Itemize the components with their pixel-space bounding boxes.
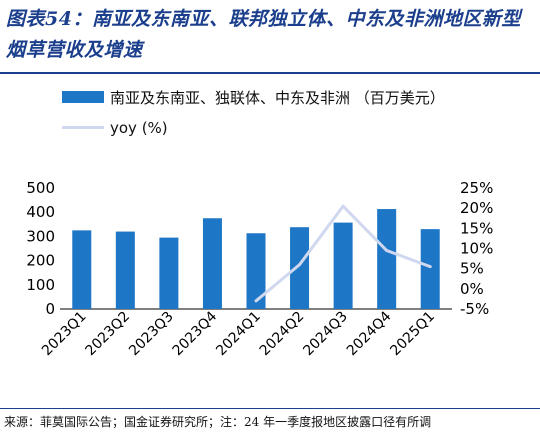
yoy-point-2024Q1: [254, 299, 258, 303]
bar-2023Q3: [159, 237, 179, 309]
x-tick-label: 2024Q1: [213, 309, 264, 360]
y-right-tick-label: 0%: [460, 280, 484, 298]
bar-2023Q1: [72, 230, 92, 309]
y-left-tick-label: 0: [45, 300, 55, 318]
legend-label-yoy: yoy (%): [110, 119, 168, 137]
legend-item-yoy: yoy (%): [62, 116, 482, 140]
x-tick-label: 2023Q2: [83, 309, 134, 360]
legend-label-revenue: 南亚及东南亚、独联体、中东及非洲 （百万美元）: [110, 89, 445, 107]
legend-swatch-line: [62, 126, 104, 129]
legend-item-revenue: 南亚及东南亚、独联体、中东及非洲 （百万美元）: [62, 86, 482, 110]
y-right-tick-label: 5%: [460, 260, 484, 278]
y-left-tick-label: 100: [26, 276, 55, 294]
y-right-tick-label: 15%: [460, 219, 493, 237]
bar-2025Q1: [420, 229, 440, 309]
y-left-tick-label: 300: [26, 227, 55, 245]
y-left-tick-label: 200: [26, 252, 55, 270]
source-note: 来源：菲莫国际公告；国金证券研究所；注：24 年一季度报地区披露口径有所调: [4, 415, 432, 429]
yoy-point-2024Q2: [298, 263, 302, 267]
chart-title: 图表54：南亚及东南亚、联邦独立体、中东及非洲地区新型烟草营收及增速: [6, 8, 521, 61]
chart-plot: 0 100 200 300 400 500 -5% 0% 5% 10% 15% 20% 25% 2023Q…: [26, 179, 493, 360]
y-right-tick-label: 10%: [460, 240, 493, 258]
bar-2024Q3: [333, 222, 353, 309]
x-tick-label: 2024Q4: [344, 308, 395, 359]
bar-2024Q4: [377, 209, 397, 309]
x-tick-label: 2024Q2: [257, 309, 308, 360]
yoy-point-2024Q4: [385, 249, 389, 253]
source-divider: [0, 408, 540, 409]
chart-legend: 南亚及东南亚、独联体、中东及非洲 （百万美元） yoy (%): [62, 86, 482, 140]
y-right-tick-label: 20%: [460, 199, 493, 217]
bar-2023Q4: [202, 218, 222, 309]
legend-swatch-bar: [62, 91, 104, 103]
bar-2024Q2: [290, 227, 310, 309]
y-left-tick-label: 400: [26, 203, 55, 221]
x-tick-label: 2024Q3: [300, 309, 351, 360]
y-right-tick-label: 25%: [460, 179, 493, 197]
x-tick-label: 2023Q4: [170, 308, 221, 359]
x-tick-label: 2023Q3: [126, 309, 177, 360]
bar-2024Q1: [246, 233, 266, 309]
bar-2023Q2: [115, 231, 135, 309]
title-divider: [0, 72, 540, 74]
yoy-point-2025Q1: [428, 265, 432, 269]
x-tick-label: 2025Q1: [387, 309, 438, 360]
yoy-point-2024Q3: [341, 204, 345, 208]
y-left-tick-label: 500: [26, 179, 55, 197]
y-right-tick-label: -5%: [460, 300, 489, 318]
